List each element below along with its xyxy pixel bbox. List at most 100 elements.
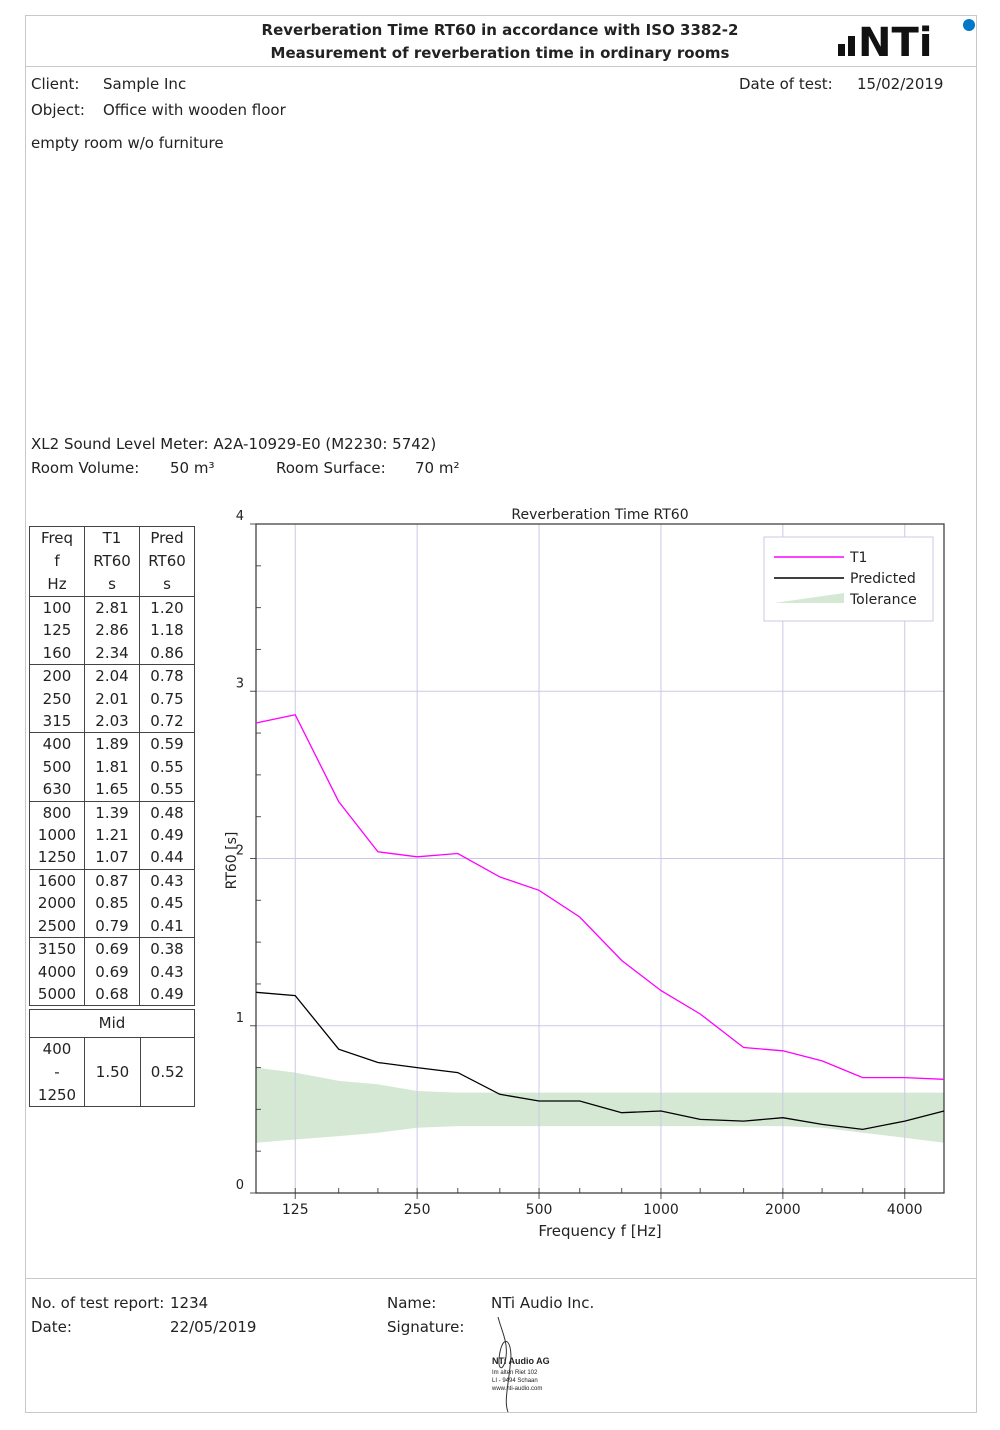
table-row: 630 1.65 0.55: [29, 778, 195, 802]
legend-swatch-tolerance: [774, 593, 844, 603]
table-cell: 2.04: [84, 664, 140, 688]
report-frame: [25, 15, 977, 1413]
table-cell: 1250: [29, 846, 85, 870]
table-cell: 1.21: [84, 824, 140, 847]
table-header-row: f RT60 RT60: [29, 550, 195, 573]
table-header-cell: s: [139, 573, 195, 597]
table-row: 3150 0.69 0.38: [29, 937, 195, 961]
table-cell: 2000: [29, 892, 85, 915]
y-tick-label: 1: [236, 1011, 244, 1026]
mid-range-start: 400: [42, 1040, 72, 1058]
plot-area: [255, 523, 945, 1194]
mid-range-dash: -: [54, 1063, 60, 1081]
rt60-chart: Reverberation Time RT60 0 1 2 3 4 125 250 500 100…: [224, 507, 945, 1240]
name-label: Name:: [387, 1294, 437, 1312]
y-tick-label: 3: [236, 676, 244, 691]
client-value: Sample Inc: [103, 75, 187, 93]
table-cell: 0.43: [139, 868, 195, 893]
rt60-table: Freq T1 Pred f RT60 RT60 Hz s s 100 2.81 1.20 125 2.8…: [29, 526, 195, 1007]
table-row: 2000 0.85 0.45: [29, 892, 195, 915]
test-date-value: 15/02/2019: [857, 75, 944, 93]
table-cell: 2.01: [84, 687, 140, 711]
mid-range-end: 1250: [37, 1086, 77, 1104]
table-cell: 1.07: [84, 846, 140, 870]
legend-label: T1: [849, 550, 867, 566]
table-header-cell: s: [84, 573, 140, 597]
stamp-line-1: NTi Audio AG: [492, 1356, 550, 1366]
legend: [763, 536, 934, 622]
header-divider: [25, 66, 977, 67]
surface-value: 70 m²: [415, 459, 460, 477]
table-cell: 0.49: [139, 982, 195, 1007]
x-tick-label: 125: [282, 1202, 309, 1218]
table-cell: 2.81: [84, 596, 140, 620]
signature-label: Signature:: [387, 1318, 465, 1336]
meter-info: XL2 Sound Level Meter: A2A-10929-E0 (M22…: [31, 435, 437, 453]
table-cell: 0.38: [139, 937, 195, 961]
table-row: 100 2.81 1.20: [29, 596, 195, 620]
mid-label: Mid: [30, 1010, 194, 1038]
table-header-cell: Hz: [29, 573, 85, 597]
table-cell: 2.86: [84, 619, 140, 642]
stamp-line-2: Im alten Riet 102: [492, 1370, 538, 1376]
table-cell: 0.72: [139, 710, 195, 733]
table-cell: 160: [29, 641, 85, 665]
table-cell: 0.55: [139, 755, 195, 779]
table-header-cell: Freq: [29, 526, 85, 550]
table-cell: 800: [29, 800, 85, 825]
stamp-line-3: LI - 9494 Schaan: [492, 1378, 538, 1384]
table-cell: 2500: [29, 914, 85, 938]
table-cell: 0.68: [84, 982, 140, 1007]
table-row: 400 1.89 0.59: [29, 732, 195, 756]
x-axis-label: Frequency f [Hz]: [538, 1222, 661, 1240]
series-line-predicted: [255, 991, 945, 1131]
table-header-cell: T1: [84, 526, 140, 550]
mid-pred: 0.52: [150, 1063, 185, 1081]
mid-range: 400 - 1250: [30, 1038, 85, 1107]
table-cell: 0.59: [139, 732, 195, 756]
table-cell: 0.45: [139, 892, 195, 915]
test-date-label: Date of test:: [739, 75, 833, 93]
chart-title: Reverberation Time RT60: [511, 507, 688, 523]
table-cell: 0.69: [84, 960, 140, 983]
table-cell: 0.75: [139, 687, 195, 711]
table-cell: 1.65: [84, 778, 140, 802]
table-cell: 400: [29, 732, 85, 756]
client-label: Client:: [31, 75, 80, 93]
name-value: NTi Audio Inc.: [491, 1294, 595, 1312]
table-cell: 1.18: [139, 619, 195, 642]
table-cell: 0.79: [84, 914, 140, 938]
report-title: Reverberation Time RT60 in accordance wi…: [261, 21, 739, 39]
table-header-cell: Pred: [139, 526, 195, 550]
table-cell: 0.86: [139, 641, 195, 665]
table-cell: 1000: [29, 824, 85, 847]
table-cell: 200: [29, 664, 85, 688]
volume-value: 50 m³: [170, 459, 215, 477]
y-tick-label: 2: [236, 844, 244, 859]
table-cell: 0.48: [139, 800, 195, 825]
table-header-row: Freq T1 Pred: [29, 526, 195, 550]
table-cell: 0.41: [139, 914, 195, 938]
table-cell: 0.87: [84, 868, 140, 893]
table-cell: 0.49: [139, 824, 195, 847]
x-tick-label: 500: [526, 1202, 553, 1218]
report-subtitle: Measurement of reverberation time in ord…: [270, 44, 730, 62]
x-tick-label: 1000: [643, 1202, 679, 1218]
y-tick-label: 0: [236, 1178, 244, 1193]
x-tick-label: 250: [404, 1202, 431, 1218]
x-tick-label: 2000: [765, 1202, 801, 1218]
report-number: 1234: [170, 1294, 209, 1312]
tolerance-band: [256, 1067, 944, 1143]
legend-label: Tolerance: [849, 592, 917, 608]
table-cell: 4000: [29, 960, 85, 983]
table-row: 500 1.81 0.55: [29, 755, 195, 779]
y-tick-label: 4: [236, 509, 244, 524]
room-description: empty room w/o furniture: [31, 134, 224, 152]
legend-label: Predicted: [850, 571, 916, 587]
table-cell: 0.55: [139, 778, 195, 802]
table-header-row: Hz s s: [29, 573, 195, 597]
logo-text: NTi: [858, 20, 932, 60]
mid-t1: 1.50: [85, 1038, 141, 1107]
mid-summary: Mid 400 - 1250 1.50 0.52: [29, 1009, 195, 1107]
series-line-t1: [255, 713, 945, 1080]
